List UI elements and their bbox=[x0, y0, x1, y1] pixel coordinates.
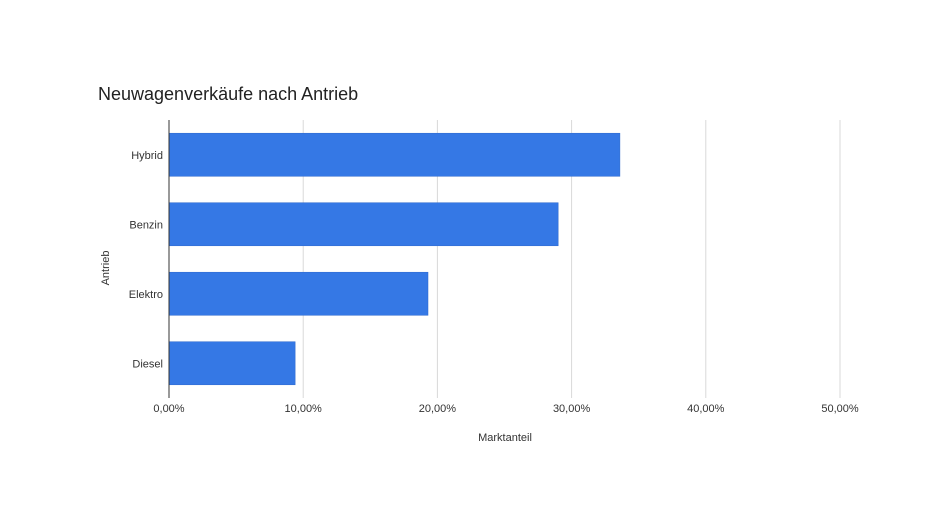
x-tick-label: 20,00% bbox=[419, 403, 457, 415]
bars bbox=[168, 132, 621, 386]
y-axis-title: Antrieb bbox=[100, 251, 112, 286]
x-axis-title: Marktanteil bbox=[478, 432, 532, 444]
x-tick-label: 50,00% bbox=[821, 403, 859, 415]
bar-elektro bbox=[168, 271, 429, 316]
bar-benzin bbox=[168, 202, 559, 247]
y-tick-label: Diesel bbox=[132, 358, 163, 370]
chart-title: Neuwagenverkäufe nach Antrieb bbox=[98, 84, 359, 104]
x-tick-label: 40,00% bbox=[687, 403, 725, 415]
bar-diesel bbox=[168, 341, 296, 386]
x-tick-label: 30,00% bbox=[553, 403, 591, 415]
x-tick-label: 10,00% bbox=[285, 403, 323, 415]
y-tick-label: Elektro bbox=[129, 289, 163, 301]
bar-hybrid bbox=[168, 132, 621, 177]
labels: 0,00% 10,00% 20,00% 30,00% 40,00% 50,00% Hybri… bbox=[129, 150, 859, 415]
x-tick-label: 0,00% bbox=[153, 403, 184, 415]
gridlines bbox=[302, 120, 841, 398]
y-tick-label: Benzin bbox=[129, 219, 163, 231]
y-tick-label: Hybrid bbox=[131, 150, 163, 162]
